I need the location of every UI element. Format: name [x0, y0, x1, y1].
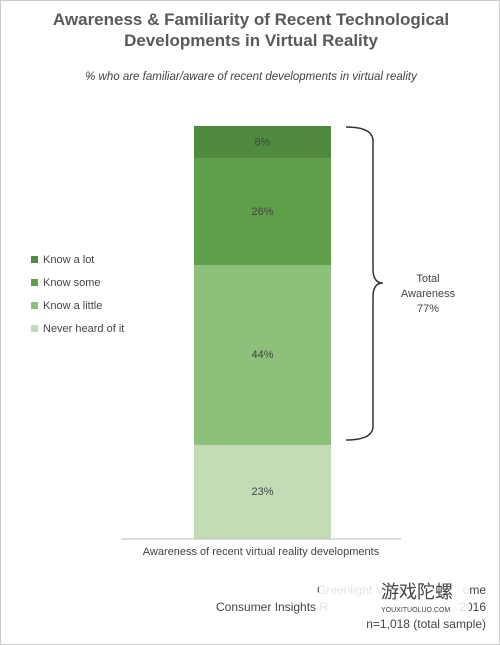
legend-swatch [31, 279, 38, 286]
value-label: 44% [251, 349, 273, 361]
watermark: 游戏陀螺 [381, 582, 453, 602]
value-label: 23% [251, 486, 273, 498]
bar-segment [194, 444, 331, 539]
legend-swatch [31, 325, 38, 332]
annotation: Awareness [401, 288, 456, 300]
legend-swatch [31, 256, 38, 263]
bar-segment [194, 126, 331, 159]
source: Consumer Insights R [216, 600, 328, 614]
value-label: 26% [251, 206, 273, 218]
legend-label: Know a little [43, 300, 102, 312]
chart-subtitle: % who are familiar/aware of recent devel… [85, 71, 417, 83]
legend-label: Know some [43, 277, 100, 289]
legend-label: Know a lot [43, 254, 94, 266]
x-tick-label: Awareness of recent virtual reality deve… [143, 546, 380, 558]
watermark-box [319, 573, 469, 617]
value-label: 8% [255, 136, 271, 148]
annotation: Total [416, 273, 439, 285]
bar-segment [194, 158, 331, 266]
annotation: 77% [417, 303, 439, 315]
source: n=1,018 (total sample) [366, 617, 486, 631]
legend-label: Never heard of it [43, 323, 124, 335]
watermark: YOUXITUOLUO.COM [381, 607, 450, 614]
bar-segment [194, 265, 331, 445]
brace [345, 126, 384, 441]
legend-swatch [31, 302, 38, 309]
chart-title: Awareness & Familiarity of Recent Techno… [52, 10, 450, 50]
